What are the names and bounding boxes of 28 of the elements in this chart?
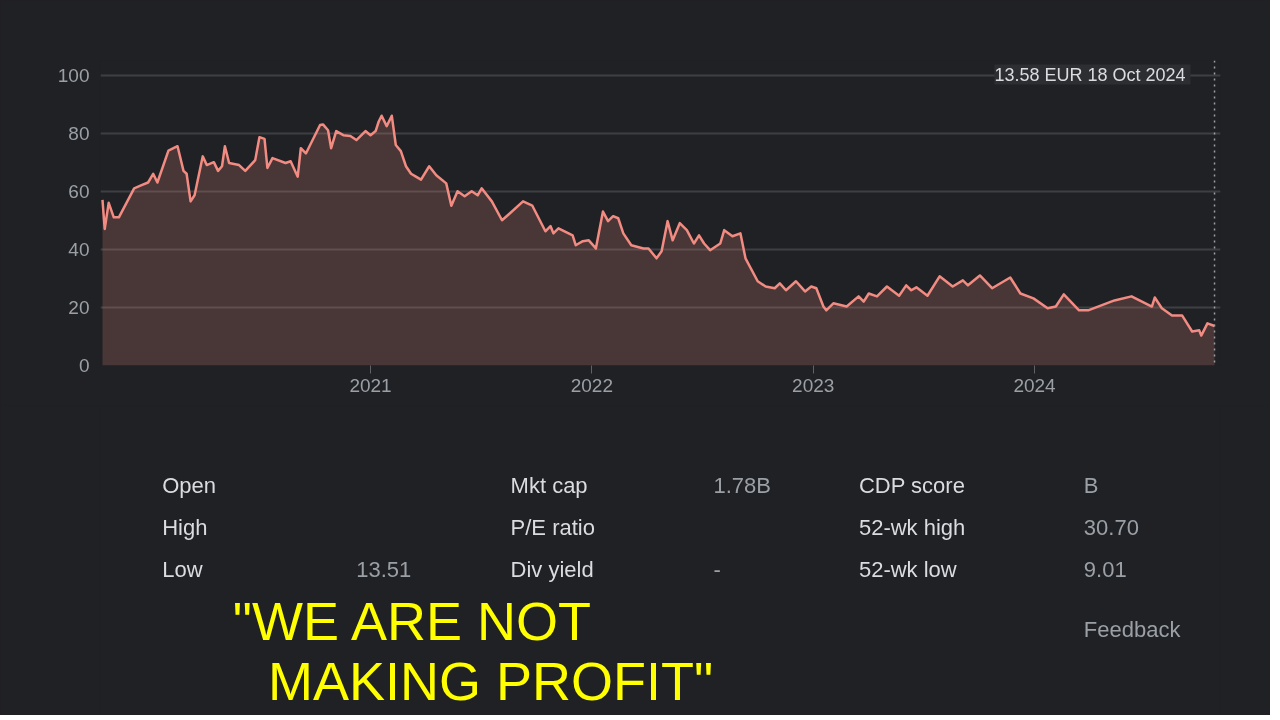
text: Low [162, 557, 203, 582]
x-tick-label: 2023 [792, 374, 835, 396]
text: CDP score [858, 473, 965, 498]
text: 9.01 [1083, 557, 1127, 582]
text: 13.51 [356, 557, 412, 582]
text: 30.70 [1083, 515, 1139, 540]
y-tick-label: 80 [68, 122, 90, 144]
x-tick-label: 2024 [1013, 374, 1057, 396]
text: 52-wk low [858, 557, 957, 582]
text: "WE ARE NOT MAKING PROFIT" [232, 590, 714, 711]
text: Feedback [1083, 617, 1182, 642]
text: Open [162, 473, 217, 498]
text: 52-wk high [858, 515, 966, 540]
text: B [1083, 473, 1099, 498]
text: Div yield [510, 557, 594, 582]
x-tick-label: 2021 [349, 374, 392, 396]
text: High [162, 515, 208, 540]
y-tick-label: 100 [57, 64, 90, 86]
text: Mkt cap [510, 473, 588, 498]
x-tick-label: 2022 [570, 374, 614, 396]
y-tick-label: 20 [68, 296, 90, 318]
annotation: 13.58 EUR 18 Oct 2024 [994, 64, 1186, 85]
y-tick-label: 0 [78, 355, 90, 376]
text: - [713, 557, 721, 582]
text: 1.78B [713, 473, 771, 498]
y-tick-label: 40 [68, 238, 90, 260]
y-tick-label: 60 [68, 180, 90, 202]
text: P/E ratio [510, 515, 595, 540]
